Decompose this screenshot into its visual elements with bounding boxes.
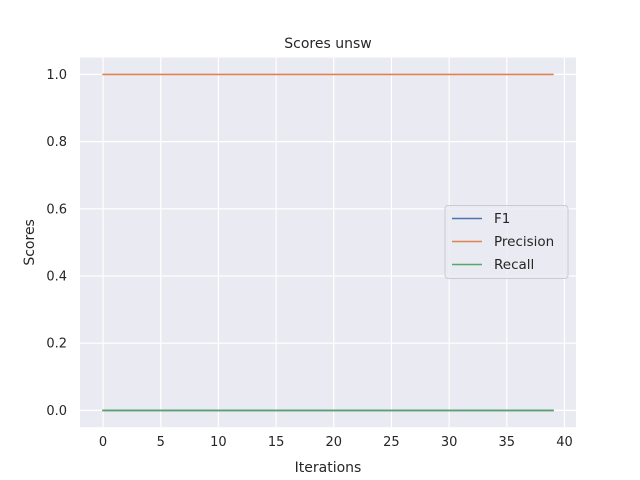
series-lines (102, 73, 554, 412)
y-axis-label: Scores (22, 219, 38, 266)
y-tick-label: 0.2 (46, 337, 67, 352)
legend-label: Precision (494, 234, 554, 250)
x-tick-label: 10 (210, 435, 227, 450)
legend-label: Recall (494, 257, 534, 273)
y-tick-label: 0.8 (46, 135, 67, 150)
chart-title: Scores unsw (284, 36, 371, 52)
y-tick-label: 0.0 (46, 404, 67, 419)
x-tick-label: 30 (441, 435, 458, 450)
x-tick-label: 0 (99, 435, 107, 450)
x-axis-label: Iterations (295, 460, 362, 476)
x-tick-label: 15 (268, 435, 285, 450)
y-tick-label: 0.6 (46, 202, 67, 217)
legend: F1 Precision Recall (444, 205, 569, 279)
legend-box (444, 205, 569, 279)
y-tick-label: 0.4 (46, 270, 67, 285)
x-tick-label: 5 (157, 435, 165, 450)
y-tick-label: 1.0 (46, 68, 67, 83)
x-tick-label: 40 (556, 435, 573, 450)
legend-label: F1 (494, 211, 510, 227)
x-tick-label: 20 (325, 435, 342, 450)
x-tick-label: 35 (499, 435, 516, 450)
ticks: 0 5 10 15 20 25 30 35 40 0.0 0.2 0.4 0.6 0.8 1.0 (46, 68, 572, 450)
x-tick-label: 25 (383, 435, 400, 450)
